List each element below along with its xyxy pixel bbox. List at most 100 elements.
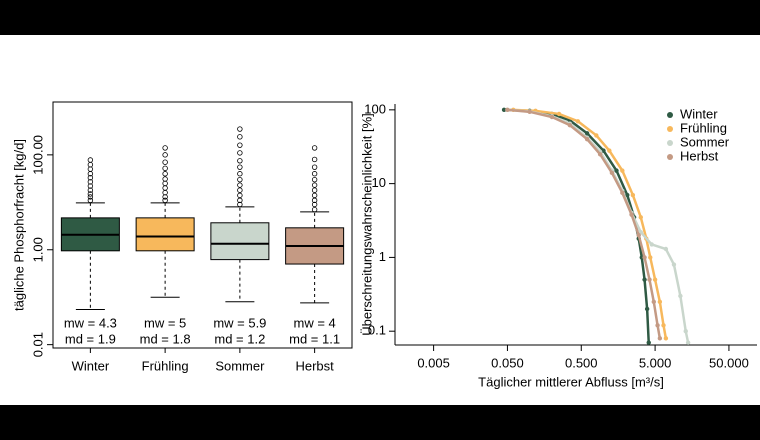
x-tick-label: 5.000 [639,355,672,370]
data-point [549,114,555,120]
data-point [630,192,636,198]
mean-label: mw = 4.3 [64,315,117,330]
outlier [162,171,168,177]
y-tick-label: 100 [364,101,386,116]
data-point [594,133,599,138]
outlier [237,164,243,170]
outlier [237,182,243,188]
data-point [607,148,612,153]
outlier [87,191,94,197]
median-label: md = 1.2 [214,331,265,346]
data-point [505,107,510,113]
x-tick-label: Winter [72,358,110,373]
outlier [311,176,318,183]
legend-marker [667,154,673,160]
legend-label: Winter [680,106,718,121]
outlier [311,192,318,199]
outlier [237,126,243,132]
data-point [638,215,643,220]
y-tick-label: 100.00 [30,135,45,175]
legend-marker [667,112,673,118]
outlier [162,165,168,172]
data-point [620,190,625,196]
data-point [652,277,658,282]
data-point [601,148,606,153]
outlier [237,192,243,199]
outlier [87,187,94,193]
data-point [629,212,634,217]
outlier [162,197,168,204]
x-tick-label: Frühling [142,358,189,373]
data-point [671,262,677,267]
data-point [648,255,653,260]
data-point [657,299,663,305]
y-tick-label: 0.01 [30,332,45,357]
x-tick-label: 0.500 [565,355,598,370]
outlier [237,201,243,208]
top-band [0,0,760,35]
data-point [636,233,641,238]
outlier [237,142,243,148]
data-point [584,131,590,136]
x-tick-label: 0.050 [491,355,524,370]
outlier [311,156,318,163]
data-point [685,340,691,345]
box [135,217,195,252]
outlier [311,164,318,170]
x-tick-label: 50.000 [709,355,749,370]
outlier [237,134,243,140]
outlier [162,145,168,151]
outlier [87,175,94,181]
outlier [311,206,318,213]
outlier [162,159,168,165]
outlier [311,145,318,151]
data-point [556,111,562,117]
data-point [657,336,663,341]
x-tick-label: Sommer [215,358,265,373]
x-axis-label: Täglicher mittlerer Abfluss [m³/s] [478,374,664,389]
box [210,222,270,261]
outlier [311,187,318,193]
outlier [162,176,168,182]
data-point [683,328,688,334]
legend-label: Frühling [680,120,727,135]
outlier [87,157,94,163]
data-point [646,340,651,345]
outlier [87,194,94,200]
outlier [311,201,318,208]
data-point [647,277,652,282]
y-axis-label: Überschreitungswahrscheinlichkeit [%] [359,113,374,336]
data-point [661,323,666,328]
data-point [678,293,683,299]
y-tick-label: 1 [379,249,386,264]
median-label: md = 1.9 [65,331,116,346]
data-point [614,168,619,173]
bottom-band [0,405,760,440]
data-point [663,336,669,341]
data-point [584,137,590,142]
outlier [237,171,243,177]
data-point [655,323,660,328]
data-point [642,277,647,282]
data-point [527,109,532,115]
data-point [575,119,581,124]
outlier [311,182,318,188]
outlier [237,176,243,183]
plot-frame [52,101,353,349]
outlier [87,179,94,185]
outlier [311,171,318,177]
mean-label: mw = 5.9 [213,315,266,330]
x-tick-label: 0.005 [417,355,450,370]
data-point [620,168,625,173]
data-point [597,152,603,157]
data-point [642,255,647,260]
data-point [609,170,615,176]
outlier [87,197,94,204]
data-point [625,192,630,198]
data-point [567,122,573,128]
legend-label: Sommer [680,134,730,149]
mean-label: mw = 5 [144,315,186,330]
x-tick-label: Herbst [295,358,334,373]
mean-label: mw = 4 [293,315,335,330]
